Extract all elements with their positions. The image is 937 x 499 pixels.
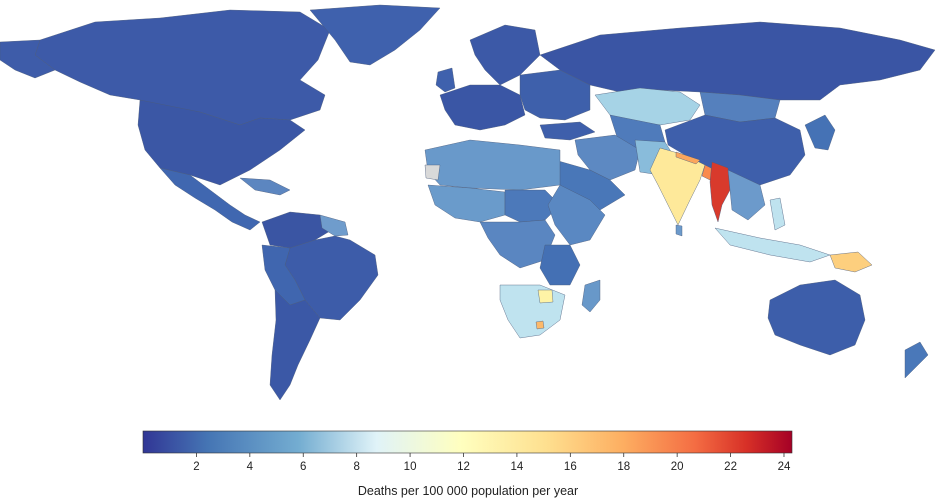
region-zambia <box>537 289 554 304</box>
region-usa <box>137 99 306 186</box>
region-sri-lanka <box>675 224 683 237</box>
legend-tick-label: 2 <box>193 461 199 473</box>
legend-tick-label: 4 <box>247 461 254 473</box>
legend-tick-label: 12 <box>457 461 470 473</box>
region-colombia-venezuela <box>261 211 336 249</box>
region-caribbean <box>239 177 291 196</box>
legend-tick-group: 2 4 6 8 10 12 14 16 18 20 22 24 <box>193 453 791 473</box>
region-iran-iraq <box>574 134 641 181</box>
region-indonesia-malaysia <box>714 227 831 263</box>
region-japan-korea <box>804 114 836 151</box>
region-russia <box>539 21 936 101</box>
region-uk-ireland <box>435 67 456 93</box>
region-philippines <box>769 197 786 231</box>
legend-tick-label: 10 <box>404 461 417 473</box>
region-turkey <box>539 121 596 141</box>
region-nepal <box>675 151 701 165</box>
region-alaska <box>0 39 56 79</box>
world-choropleth-map <box>0 4 936 401</box>
region-guianas <box>319 214 349 237</box>
region-southern-cone <box>269 289 321 401</box>
region-papua-new-guinea <box>829 251 873 273</box>
legend-tick-label: 22 <box>724 461 737 473</box>
region-horn-of-africa <box>547 184 606 246</box>
region-western-europe <box>439 84 526 131</box>
legend-tick-label: 8 <box>353 461 359 473</box>
legend-tick-label: 14 <box>511 461 524 473</box>
region-east-africa <box>539 244 581 286</box>
region-mexico-central-america <box>159 167 261 231</box>
legend-tick-label: 6 <box>300 461 306 473</box>
region-west-africa <box>427 184 506 223</box>
region-canada <box>34 9 331 126</box>
legend-tick-label: 18 <box>617 461 630 473</box>
color-legend: 2 4 6 8 10 12 14 16 18 20 22 24 Deaths per 100 000 … <box>142 430 793 498</box>
region-greenland <box>309 4 441 66</box>
legend-tick-label: 24 <box>778 461 791 473</box>
legend-tick-label: 16 <box>564 461 577 473</box>
region-new-zealand <box>904 341 929 379</box>
legend-title: Deaths per 100 000 population per year <box>358 484 578 498</box>
region-madagascar <box>581 279 601 313</box>
region-southern-africa <box>499 284 566 339</box>
legend-tick-label: 20 <box>671 461 684 473</box>
region-lesotho <box>535 320 545 330</box>
region-southeast-asia <box>727 169 766 221</box>
legend-color-bar <box>142 430 793 454</box>
region-western-sahara <box>424 164 441 181</box>
region-australia <box>767 279 866 356</box>
region-north-africa <box>424 139 561 191</box>
region-kazakhstan <box>594 87 701 126</box>
region-myanmar <box>709 161 731 223</box>
